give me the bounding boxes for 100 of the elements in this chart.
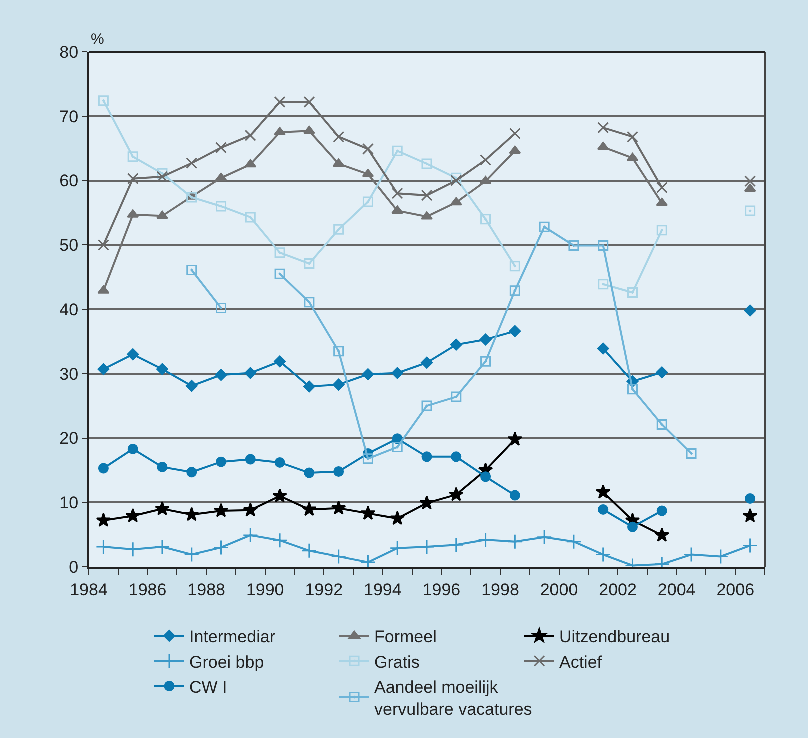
point (448, 537, 464, 553)
point (508, 432, 523, 446)
y-tick-label: 50 (60, 236, 79, 256)
y-tick-label: 10 (60, 494, 79, 513)
legend-label: CW I (190, 678, 228, 697)
point (390, 540, 406, 556)
point (96, 539, 112, 555)
point (332, 378, 345, 391)
point (155, 501, 170, 516)
point (98, 96, 109, 106)
point (566, 534, 582, 550)
point (332, 158, 345, 168)
point (598, 122, 610, 134)
point (656, 225, 668, 236)
point (507, 534, 523, 550)
point (245, 454, 256, 465)
point (536, 530, 552, 546)
point (304, 96, 316, 108)
point (184, 547, 200, 563)
point (448, 487, 464, 502)
y-tick-label: 30 (60, 364, 79, 384)
point (334, 224, 344, 235)
point (156, 210, 168, 220)
point (334, 346, 344, 357)
point (627, 384, 638, 395)
point (214, 503, 229, 518)
point (98, 463, 109, 474)
point (419, 539, 435, 555)
point (422, 400, 432, 412)
point (392, 206, 404, 214)
point (390, 510, 406, 526)
point (216, 142, 228, 154)
point (184, 507, 200, 522)
point (244, 130, 256, 142)
point (509, 325, 522, 338)
point (627, 522, 638, 532)
point (626, 152, 639, 162)
point (451, 172, 462, 184)
point (744, 184, 756, 192)
point (744, 304, 756, 317)
point (302, 502, 317, 516)
point (392, 442, 403, 453)
point (216, 201, 227, 212)
point (420, 496, 434, 510)
point (304, 468, 315, 478)
point (186, 158, 198, 170)
y-tick-label: 80 (60, 42, 79, 62)
point (656, 182, 668, 194)
point (362, 143, 374, 155)
point (186, 192, 198, 203)
point (244, 159, 257, 168)
point (656, 366, 668, 379)
point (186, 467, 198, 478)
legend-label: Formeel (374, 628, 437, 647)
point (480, 214, 492, 225)
point (744, 176, 756, 188)
point (245, 212, 256, 223)
x-tick-label: 1992 (305, 580, 344, 600)
point (128, 152, 138, 162)
point (274, 248, 286, 258)
point (304, 258, 315, 270)
point (656, 419, 668, 430)
point (510, 286, 520, 296)
point (509, 128, 521, 140)
point (480, 334, 492, 346)
point (596, 547, 612, 563)
y-tick-label: 20 (60, 429, 79, 448)
point (654, 528, 670, 542)
point (362, 454, 374, 464)
point (274, 268, 286, 280)
legend-label: Aandeel moeilijk vervulbare vacatures (374, 678, 532, 719)
point (450, 175, 462, 186)
point (597, 342, 610, 355)
point (303, 380, 316, 393)
point (331, 548, 347, 564)
point (568, 240, 580, 252)
y-axis-title: % (91, 31, 104, 48)
point (274, 457, 286, 468)
legend-label: Actief (560, 652, 602, 672)
point (274, 356, 286, 368)
point (215, 172, 228, 182)
point (274, 127, 286, 136)
point (216, 456, 227, 468)
x-tick-label: 2006 (716, 580, 755, 600)
point (302, 543, 318, 559)
legend-label: Groei bbp (190, 652, 264, 672)
point (656, 506, 668, 516)
point (421, 356, 433, 369)
point (331, 500, 346, 515)
point (451, 392, 462, 402)
point (450, 197, 462, 206)
y-tick-label: 0 (69, 558, 79, 577)
point (128, 444, 138, 454)
legend-label: Intermediar (190, 628, 276, 647)
point (684, 547, 700, 563)
point (627, 288, 638, 298)
point (392, 188, 404, 200)
y-tick-label: 60 (60, 172, 79, 191)
point (242, 528, 258, 544)
x-tick-label: 2002 (599, 580, 637, 600)
